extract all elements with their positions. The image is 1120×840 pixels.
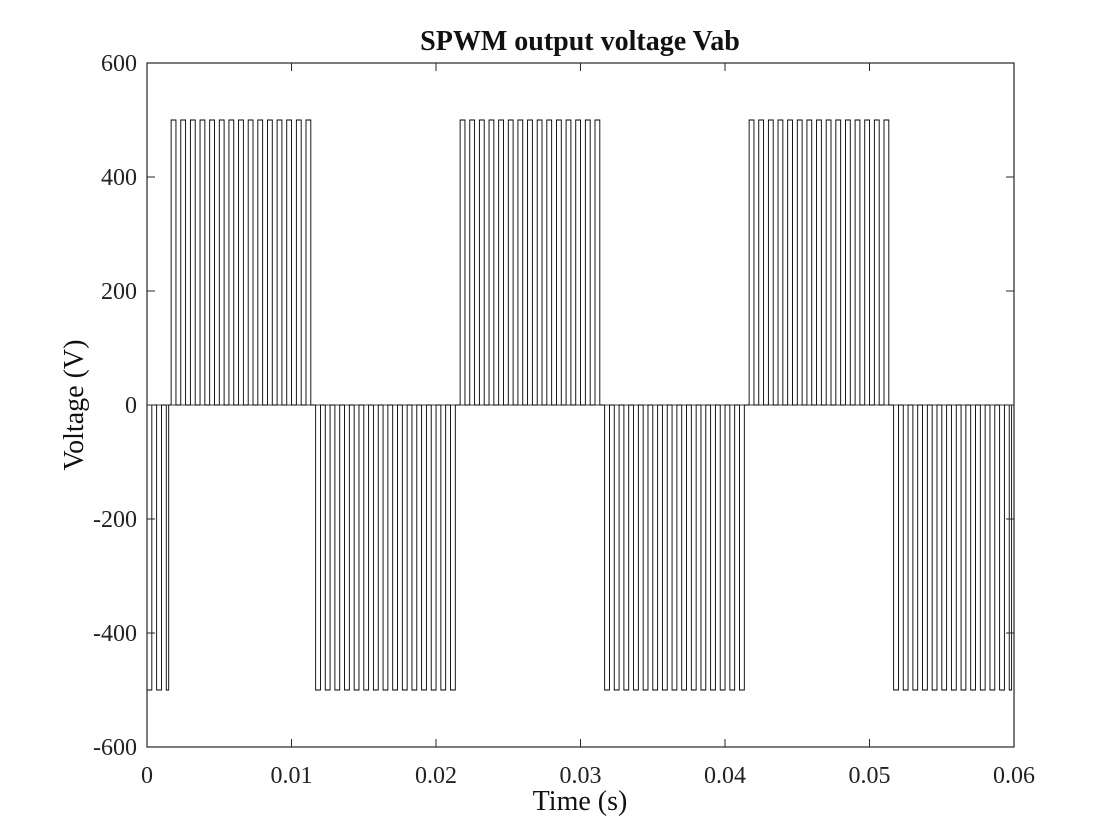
x-axis-label: Time (s)	[533, 786, 628, 817]
x-tick-label: 0.01	[271, 763, 313, 789]
y-tick-label: -200	[93, 507, 137, 533]
x-tick-label: 0.04	[704, 763, 746, 789]
x-tick-label: 0.05	[849, 763, 891, 789]
y-axis-label: Voltage (V)	[59, 340, 90, 471]
ticks-layer: 0 0.01 0.02 0.03 0.04 0.05 0.06 -600 -400 -200 0 20…	[93, 51, 1035, 789]
series-layer	[146, 119, 1014, 691]
x-tick-label: 0.06	[993, 763, 1035, 789]
y-tick-label: -400	[93, 621, 137, 647]
y-tick-label: 0	[125, 393, 137, 419]
y-tick-label: -600	[93, 735, 137, 761]
series-line	[146, 119, 1014, 691]
chart-title: SPWM output voltage Vab	[420, 26, 740, 57]
x-tick-label: 0	[141, 763, 153, 789]
y-tick-label: 400	[101, 165, 137, 191]
y-tick-label: 200	[101, 279, 137, 305]
x-tick-label: 0.03	[560, 763, 602, 789]
x-tick-label: 0.02	[415, 763, 457, 789]
y-tick-label: 600	[101, 51, 137, 77]
